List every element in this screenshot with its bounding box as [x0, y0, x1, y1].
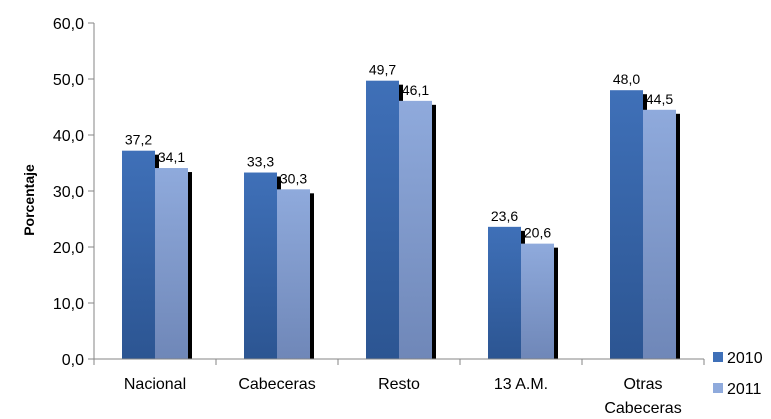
y-tick-label: 10,0 [53, 296, 84, 313]
bar-2011 [521, 243, 554, 359]
data-label-2011: 44,5 [646, 91, 673, 107]
data-label-2010: 33,3 [247, 154, 274, 170]
bar-2010 [244, 172, 277, 359]
legend-swatch-2010 [713, 352, 723, 362]
data-label-2011: 30,3 [280, 170, 307, 186]
bar-2010 [122, 150, 155, 359]
bar-2010 [488, 226, 521, 359]
y-tick-label: 60,0 [53, 16, 84, 33]
x-category-label: Cabeceras [238, 376, 315, 393]
y-tick-label: 30,0 [53, 184, 84, 201]
bar-2011 [155, 168, 188, 359]
data-label-2010: 48,0 [613, 71, 640, 87]
legend-label-2010: 2010 [727, 350, 763, 367]
x-category-label: 13 A.M. [494, 376, 548, 393]
data-label-2010: 23,6 [491, 208, 518, 224]
data-label-2010: 49,7 [369, 62, 396, 78]
data-label-2010: 37,2 [125, 132, 152, 148]
bar-2011 [399, 100, 432, 359]
bar-2011 [643, 109, 676, 359]
data-label-2011: 20,6 [524, 225, 551, 241]
x-category-label: Nacional [124, 376, 186, 393]
y-tick-label: 0,0 [62, 352, 84, 369]
y-axis-title: Porcentaje [21, 164, 37, 236]
bar-2011 [277, 189, 310, 359]
legend-label-2011: 2011 [727, 381, 762, 398]
x-category-label: Otras [623, 376, 662, 393]
y-tick-label: 20,0 [53, 240, 84, 257]
legend-swatch-2011 [713, 383, 723, 393]
data-label-2011: 46,1 [402, 82, 429, 98]
x-category-label: Cabeceras [604, 400, 681, 417]
y-tick-label: 40,0 [53, 128, 84, 145]
data-label-2011: 34,1 [158, 149, 185, 165]
bar-2010 [610, 90, 643, 359]
y-tick-label: 50,0 [53, 72, 84, 89]
x-category-label: Resto [378, 376, 420, 393]
bar-2010 [366, 80, 399, 360]
